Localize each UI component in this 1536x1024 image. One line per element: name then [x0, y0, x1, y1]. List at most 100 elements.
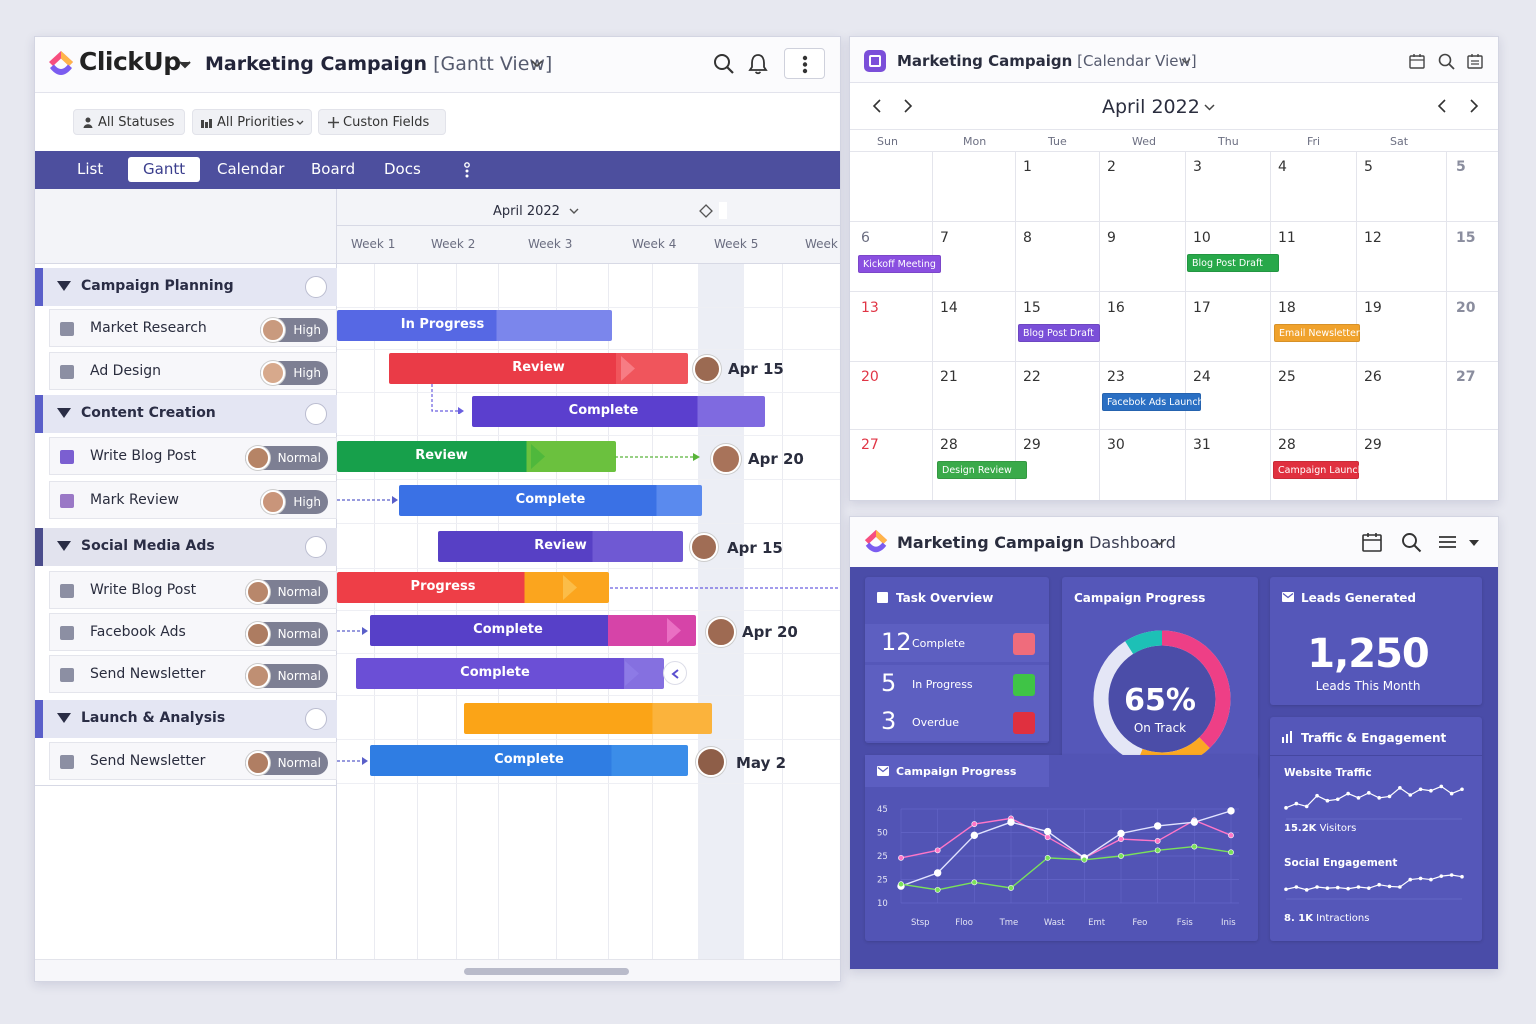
day-number[interactable]: 3 — [1193, 159, 1202, 175]
collapse-arrow-button[interactable] — [663, 661, 687, 685]
tab-calendar[interactable]: Calendar — [217, 160, 285, 178]
day-number[interactable]: 28 — [940, 437, 958, 453]
day-number[interactable]: 24 — [1193, 369, 1211, 385]
day-number[interactable]: 12 — [1364, 230, 1382, 246]
more-menu-button[interactable] — [784, 48, 825, 79]
calendar-list-icon[interactable] — [1467, 53, 1483, 69]
gantt-bar[interactable]: Complete — [399, 485, 702, 516]
search-icon[interactable] — [1401, 532, 1422, 553]
calendar-event[interactable]: Facebok Ads Launch — [1102, 393, 1204, 411]
priority-pill[interactable]: Normal — [244, 446, 328, 470]
calendar-event[interactable]: Kickoff Meeting — [858, 255, 941, 273]
calendar-event[interactable]: Design Review — [937, 461, 1027, 479]
search-icon[interactable] — [713, 53, 735, 75]
collapse-icon[interactable] — [57, 541, 71, 551]
day-number[interactable]: 5 — [1456, 159, 1466, 175]
day-number[interactable]: 26 — [1364, 369, 1382, 385]
gantt-bar[interactable]: In Progress — [337, 310, 612, 341]
group-launch-analysis[interactable]: Launch & Analysis — [35, 700, 337, 738]
calendar-event[interactable]: Campaign Launch — [1273, 461, 1364, 479]
filter-all-priorities[interactable]: All Priorities — [192, 109, 312, 135]
day-number[interactable]: 25 — [1278, 369, 1296, 385]
tab-docs[interactable]: Docs — [384, 160, 421, 178]
priority-pill[interactable]: Normal — [244, 751, 328, 775]
day-number[interactable]: 7 — [940, 230, 949, 246]
calendar-icon[interactable] — [1409, 53, 1425, 69]
priority-pill[interactable]: High — [260, 318, 328, 342]
gantt-bar[interactable]: Complete — [370, 615, 696, 646]
day-number[interactable]: 20 — [1456, 300, 1476, 316]
task-stat-in-progress[interactable]: 5 In Progress — [865, 665, 1049, 703]
checkbox[interactable] — [60, 494, 74, 508]
day-number[interactable]: 11 — [1278, 230, 1296, 246]
day-number[interactable]: 15 — [1023, 300, 1041, 316]
menu-icon[interactable] — [1439, 535, 1456, 549]
checkbox[interactable] — [60, 626, 74, 640]
priority-pill[interactable]: Normal — [244, 580, 328, 604]
gantt-bar[interactable]: Complete — [370, 745, 688, 776]
day-number[interactable]: 30 — [1107, 437, 1125, 453]
task-row[interactable]: Ad Design High — [49, 352, 337, 390]
checkbox[interactable] — [60, 450, 74, 464]
day-number[interactable]: 20 — [861, 369, 879, 385]
milestone-diamond-icon[interactable] — [699, 204, 713, 218]
day-number[interactable]: 14 — [940, 300, 958, 316]
day-number[interactable]: 4 — [1278, 159, 1287, 175]
filter-custom-fields[interactable]: Custon Fields — [318, 109, 446, 135]
assignee-avatar[interactable] — [696, 747, 726, 777]
task-row[interactable]: Facebook Ads Normal — [49, 613, 337, 651]
day-number[interactable]: 6 — [861, 230, 870, 246]
chevron-down-icon[interactable] — [531, 60, 543, 69]
day-number[interactable]: 19 — [1364, 300, 1382, 316]
timeline-month[interactable]: April 2022 — [493, 204, 560, 219]
horizontal-scrollbar[interactable] — [464, 968, 629, 975]
day-number[interactable]: 18 — [1278, 300, 1296, 316]
day-number[interactable]: 22 — [1023, 369, 1041, 385]
chevron-down-icon[interactable] — [1154, 539, 1165, 547]
search-icon[interactable] — [1438, 53, 1455, 70]
checkbox[interactable] — [60, 322, 74, 336]
assignee-avatar[interactable] — [690, 533, 718, 561]
checkbox[interactable] — [60, 584, 74, 598]
day-number[interactable]: 17 — [1193, 300, 1211, 316]
gantt-bar[interactable] — [464, 703, 712, 734]
collapse-icon[interactable] — [57, 281, 71, 291]
gantt-bar[interactable]: Review — [389, 353, 688, 384]
group-content-creation[interactable]: Content Creation — [35, 395, 337, 433]
task-row[interactable]: Send Newsletter Normal — [49, 742, 337, 780]
gantt-bar[interactable]: Review — [438, 531, 683, 562]
day-number[interactable]: 16 — [1107, 300, 1125, 316]
day-number[interactable]: 27 — [1456, 369, 1476, 385]
more-options-icon[interactable] — [463, 162, 471, 178]
tab-list[interactable]: List — [77, 160, 104, 178]
assignee-avatar[interactable] — [711, 444, 741, 474]
checkbox[interactable] — [60, 668, 74, 682]
gantt-bar[interactable]: Review — [337, 441, 616, 472]
chevron-down-icon[interactable] — [1204, 104, 1215, 112]
task-row[interactable]: Send Newsletter Normal — [49, 655, 337, 693]
priority-pill[interactable]: Normal — [244, 622, 328, 646]
chevron-right-icon[interactable] — [903, 98, 913, 114]
group-options-icon[interactable] — [305, 536, 327, 558]
chevron-left-icon[interactable] — [872, 98, 882, 114]
assignee-avatar[interactable] — [706, 617, 736, 647]
day-number[interactable]: 2 — [1107, 159, 1116, 175]
day-number[interactable]: 21 — [940, 369, 958, 385]
day-number[interactable]: 28 — [1278, 437, 1296, 453]
task-row[interactable]: Write Blog Post Normal — [49, 437, 337, 475]
group-social-media-ads[interactable]: Social Media Ads — [35, 528, 337, 566]
task-row[interactable]: Market Research High — [49, 309, 337, 347]
priority-pill[interactable]: High — [260, 361, 328, 385]
day-number[interactable]: 8 — [1023, 230, 1032, 246]
caret-down-icon[interactable] — [1469, 540, 1479, 546]
task-row[interactable]: Mark Review High — [49, 481, 337, 519]
bell-icon[interactable] — [748, 53, 768, 75]
task-stat-complete[interactable]: 12 Complete — [865, 624, 1049, 662]
day-number[interactable]: 15 — [1456, 230, 1476, 246]
collapse-icon[interactable] — [57, 713, 71, 723]
gantt-bar[interactable]: Complete — [356, 658, 664, 689]
day-number[interactable]: 1 — [1023, 159, 1032, 175]
group-options-icon[interactable] — [305, 276, 327, 298]
chevron-down-icon[interactable] — [179, 61, 191, 69]
group-campaign-planning[interactable]: Campaign Planning — [35, 268, 337, 306]
